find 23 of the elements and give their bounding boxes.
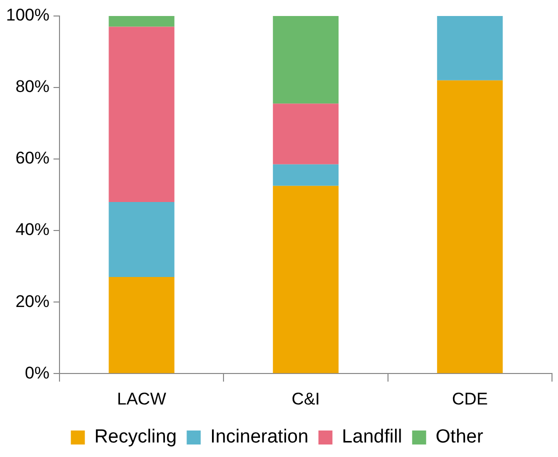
bar — [437, 16, 503, 80]
x-tick-label: C&I — [292, 389, 320, 408]
legend-label: Other — [436, 426, 484, 448]
legend-label: Incineration — [210, 426, 308, 448]
y-tick-label: 40% — [15, 220, 50, 240]
y-tick-label: 100% — [6, 6, 50, 25]
y-tick-label: 20% — [15, 292, 50, 311]
legend-label: Recycling — [94, 426, 177, 448]
legend-label: Landfill — [342, 426, 402, 448]
y-tick-label: 80% — [15, 77, 50, 96]
x-tick-label: LACW — [117, 389, 166, 408]
bar — [272, 16, 339, 104]
bar — [108, 26, 174, 202]
y-tick-label: 60% — [15, 148, 50, 168]
bar — [108, 16, 174, 27]
bar — [272, 186, 339, 374]
bar — [272, 104, 339, 164]
x-tick-label: CDE — [452, 389, 488, 408]
bar — [272, 164, 339, 186]
bar — [108, 277, 174, 374]
y-tick-label: 0% — [24, 363, 50, 382]
bar — [437, 80, 503, 374]
bar — [108, 202, 174, 278]
